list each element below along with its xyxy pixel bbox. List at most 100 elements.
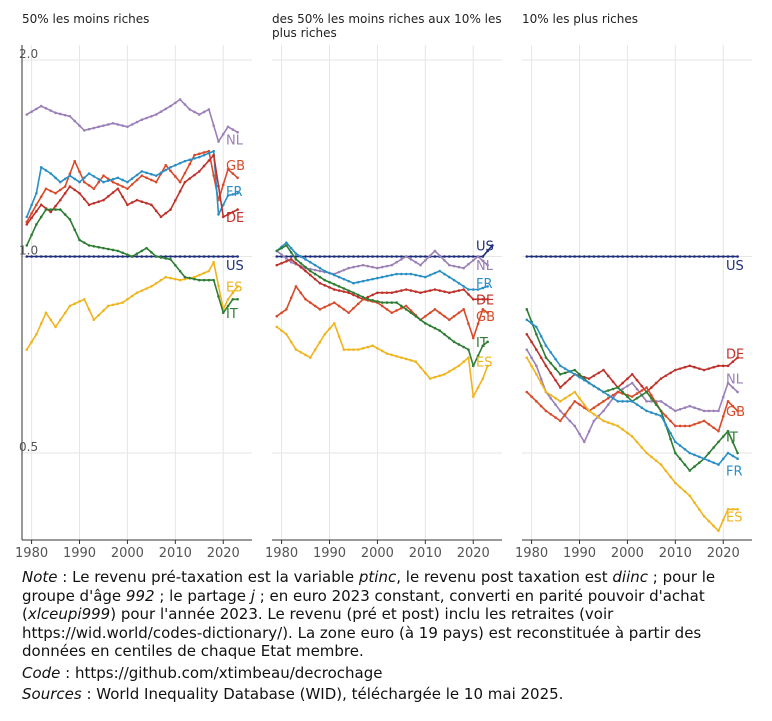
series-point-gb <box>664 414 668 418</box>
series-point-de <box>678 367 682 370</box>
series-point-de <box>447 291 451 295</box>
series-point-fr <box>726 451 730 455</box>
series-point-de <box>467 293 470 296</box>
series-point-es <box>169 276 172 280</box>
series-point-de <box>559 386 562 389</box>
series-point-es <box>462 360 465 364</box>
series-point-us <box>419 255 422 258</box>
series-point-fr <box>304 258 307 261</box>
series-point-it <box>736 451 739 455</box>
series-point-us <box>30 255 33 258</box>
series-point-es <box>371 344 374 348</box>
series-point-us <box>188 255 192 258</box>
series-point-fr <box>390 273 394 277</box>
series-point-nl <box>559 409 562 413</box>
series-label-es: ES <box>226 280 242 295</box>
series-point-nl <box>452 264 456 268</box>
series-label-it: IT <box>226 307 238 322</box>
series-point-de <box>380 291 384 295</box>
series-point-nl <box>674 409 677 413</box>
series-point-us <box>87 255 91 258</box>
series-label-fr: FR <box>476 277 493 292</box>
series-point-fr <box>630 400 634 403</box>
series-point-us <box>145 255 148 258</box>
series-point-gb <box>174 175 177 178</box>
series-point-es <box>366 345 370 349</box>
series-point-gb <box>606 396 610 400</box>
series-point-de <box>328 286 331 289</box>
series-label-it: IT <box>726 430 738 445</box>
series-point-de <box>702 368 706 372</box>
series-point-gb <box>467 322 470 325</box>
series-point-it <box>145 246 148 250</box>
series-point-it <box>717 440 720 444</box>
series-point-de <box>414 290 418 293</box>
series-point-fr <box>433 271 437 275</box>
series-point-us <box>390 255 394 258</box>
series-point-nl <box>188 108 192 111</box>
series-point-it <box>54 208 57 211</box>
series-point-es <box>44 311 48 315</box>
series-point-es <box>697 508 701 511</box>
series-point-fr <box>650 411 653 414</box>
series-point-us <box>674 255 677 258</box>
x-tick-label: 2010 <box>409 546 442 561</box>
series-point-fr <box>697 455 701 459</box>
series-point-nl <box>226 125 230 129</box>
series-point-de <box>30 216 33 220</box>
series-point-fr <box>183 159 187 163</box>
series-point-nl <box>467 262 470 266</box>
series-point-it <box>226 304 230 308</box>
series-point-nl <box>140 118 144 122</box>
series-point-de <box>236 208 239 211</box>
series-point-nl <box>702 409 706 413</box>
series-point-us <box>717 255 720 258</box>
series-line-it <box>276 244 489 367</box>
series-point-it <box>544 356 548 359</box>
x-tick-label: 1990 <box>313 546 346 561</box>
series-point-nl <box>174 101 177 105</box>
series-point-de <box>606 374 610 378</box>
series-point-us <box>539 255 543 258</box>
series-point-nl <box>717 409 720 413</box>
series-point-gb <box>169 169 172 173</box>
series-point-us <box>236 255 239 258</box>
series-point-fr <box>202 153 206 157</box>
series-point-us <box>582 255 586 258</box>
series-point-nl <box>197 113 201 116</box>
series-point-nl <box>150 114 153 118</box>
chart: 50% les moins riches 1980 1990 2000 2010 2020… <box>15 12 752 561</box>
series-point-it <box>573 368 577 372</box>
series-point-us <box>135 255 139 258</box>
note-text: ; le partage <box>154 586 251 605</box>
series-point-nl <box>578 432 581 436</box>
series-point-nl <box>582 440 586 444</box>
series-point-es <box>78 300 81 303</box>
series-point-es <box>530 364 533 368</box>
series-point-fr <box>597 387 600 391</box>
series-point-it <box>447 336 451 340</box>
series-point-nl <box>650 400 653 403</box>
series-point-it <box>44 208 48 211</box>
series-point-gb <box>193 153 196 157</box>
series-point-de <box>395 290 398 293</box>
series-point-de <box>707 367 711 370</box>
series-point-nl <box>236 130 239 134</box>
series-point-us <box>371 255 374 258</box>
series-point-gb <box>78 170 81 173</box>
series-point-us <box>530 255 533 258</box>
series-point-it <box>462 345 465 349</box>
series-point-it <box>721 435 725 438</box>
series-point-gb <box>121 185 124 188</box>
series-point-gb <box>544 409 548 413</box>
series-point-fr <box>140 170 144 173</box>
series-point-nl <box>145 116 148 120</box>
series-point-fr <box>376 276 379 280</box>
series-point-fr <box>428 273 432 277</box>
series-point-us <box>578 255 581 258</box>
series-point-it <box>73 228 77 231</box>
series-point-nl <box>447 263 451 267</box>
series-point-us <box>707 255 711 258</box>
series-point-de <box>275 263 279 267</box>
code-text[interactable]: : https://github.com/xtimbeau/decrochage <box>60 663 383 682</box>
